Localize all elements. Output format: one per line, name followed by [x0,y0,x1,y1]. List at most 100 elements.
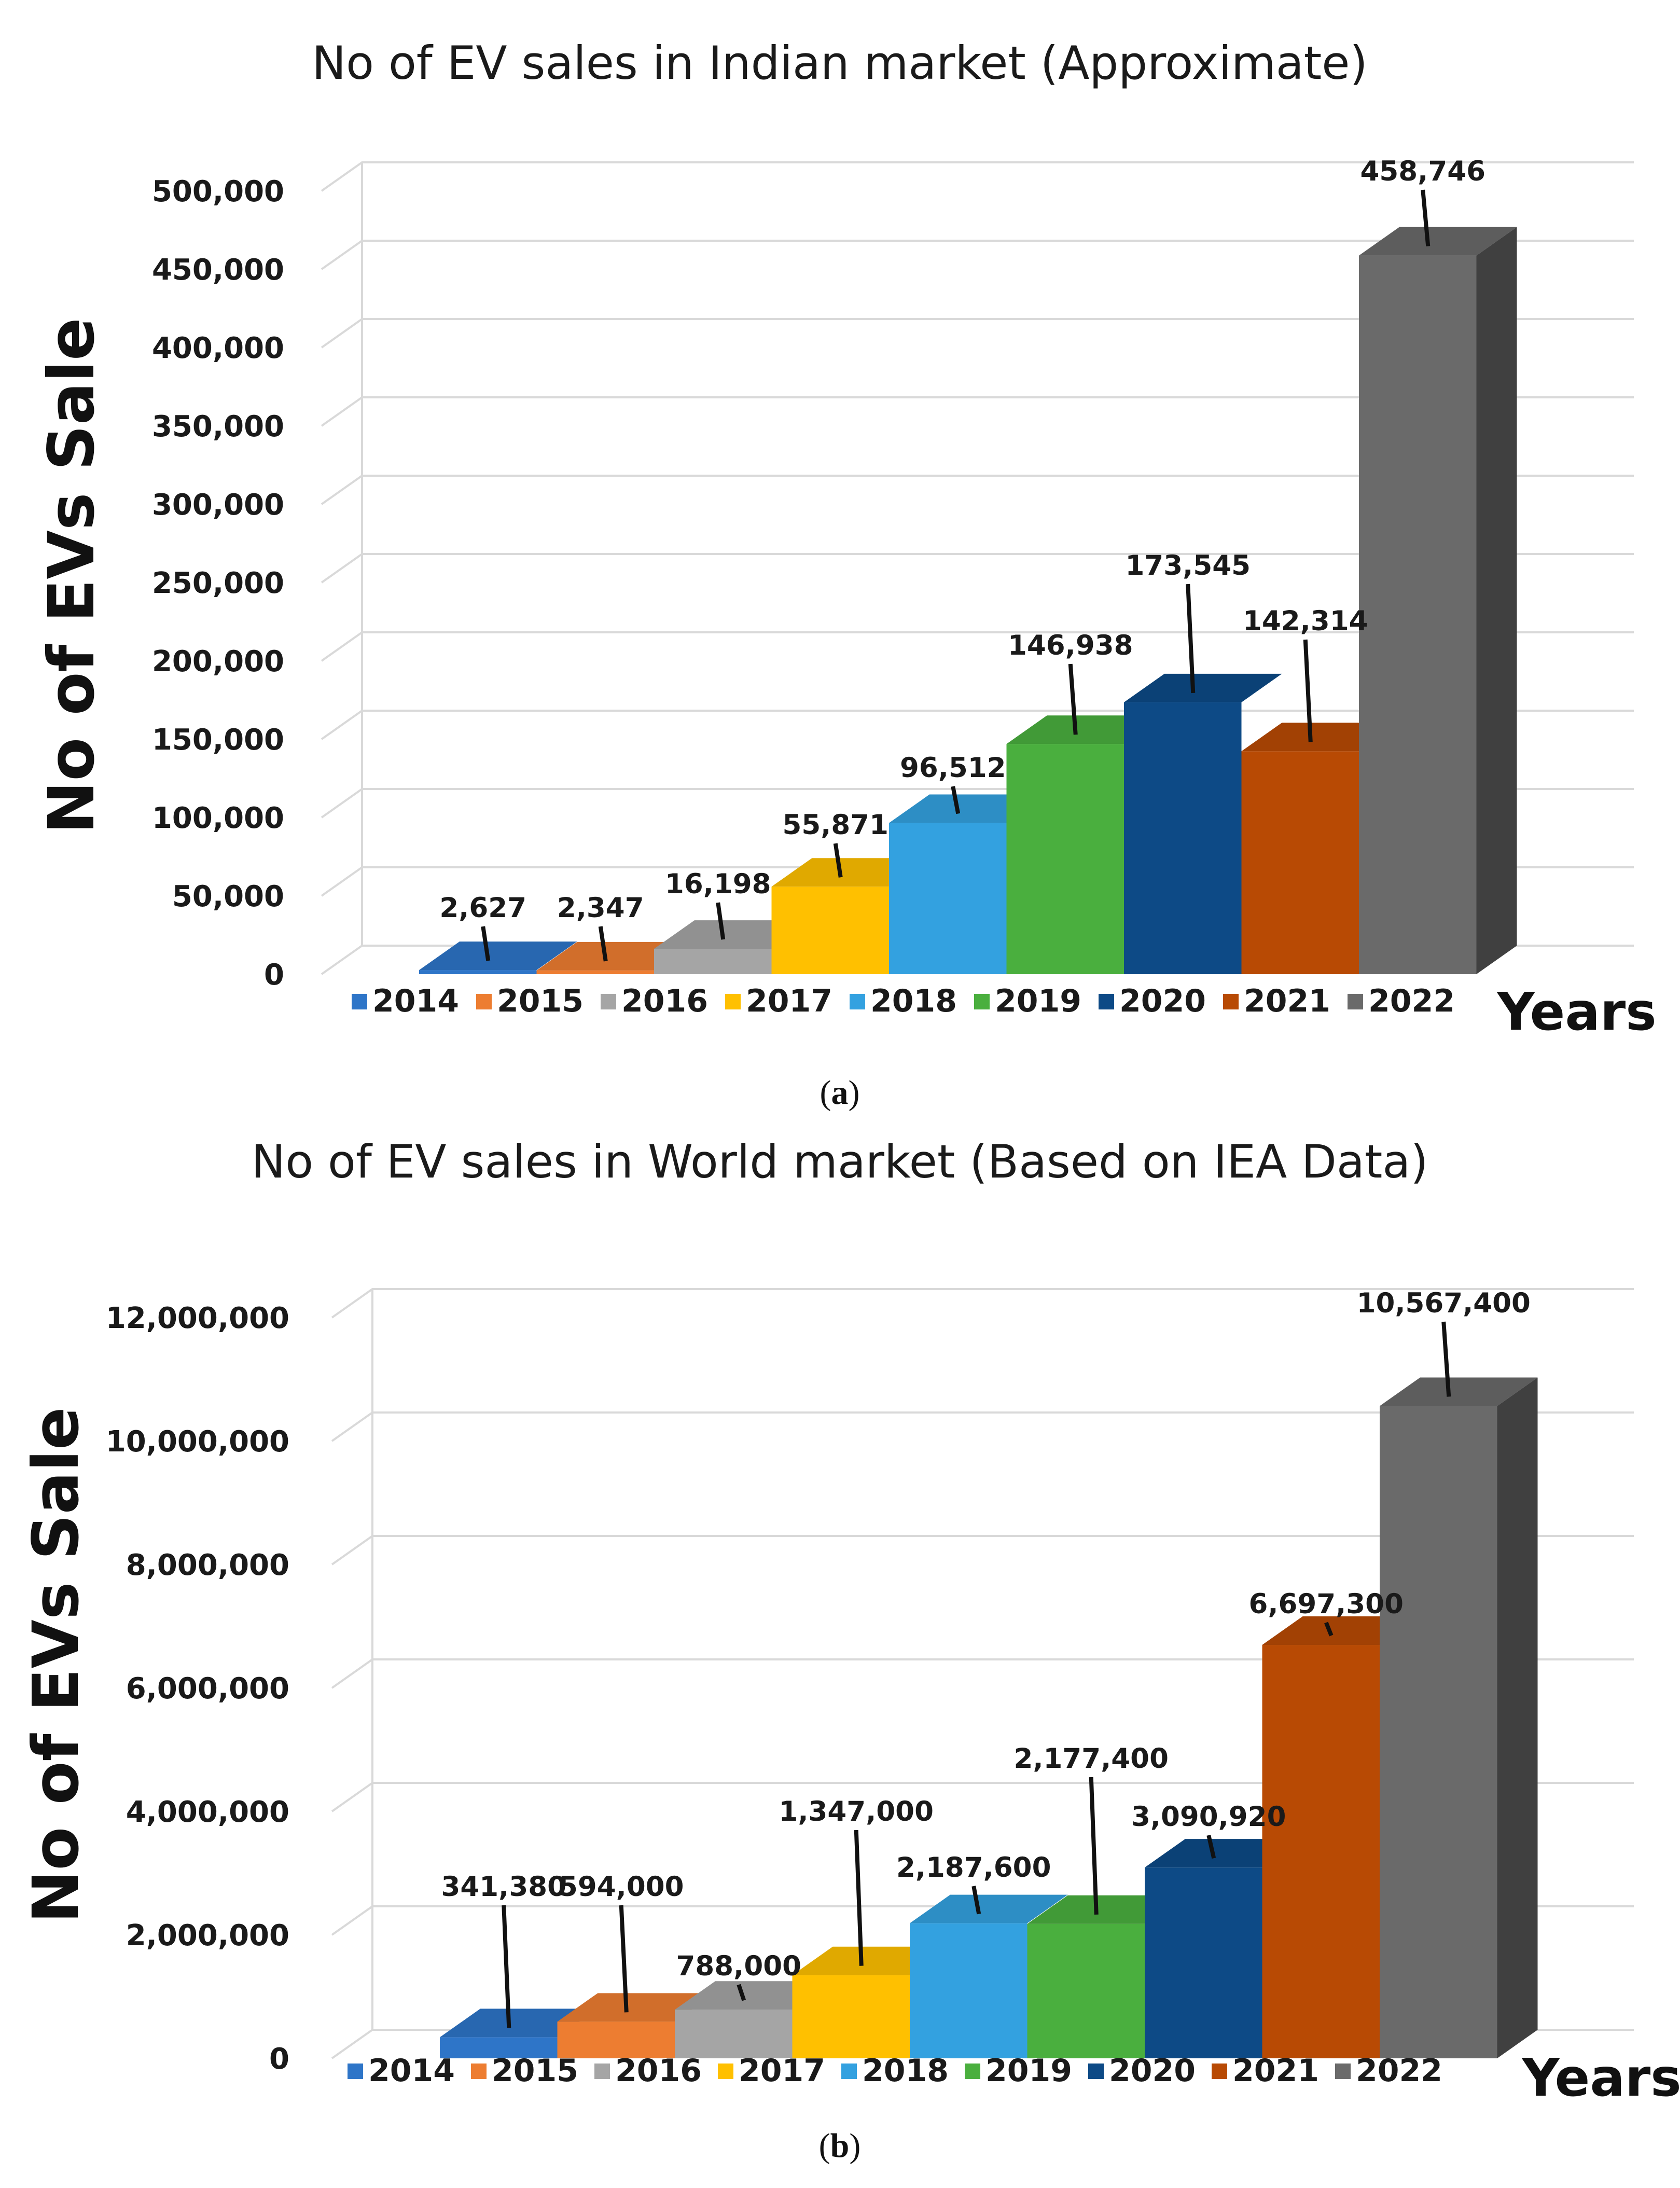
chart-a-x-axis-label: Years [1496,981,1656,1042]
legend-item-2021: 2021 [1223,983,1330,1019]
y-tick-label: 0 [264,958,284,992]
legend-label: 2019 [985,2053,1072,2089]
legend-item-2020: 2020 [1088,2053,1196,2089]
leader-line [1089,1777,1099,1915]
bar-front [419,970,537,974]
bar-front [557,2021,675,2058]
legend-swatch [1088,2064,1104,2079]
bar-top [1380,1377,1538,1406]
bar-front [792,1975,910,2058]
legend-swatch [718,2064,733,2079]
legend-item-2019: 2019 [965,2053,1072,2089]
legend-label: 2015 [497,983,584,1019]
bar-front [1124,702,1242,974]
caption-a: (a) [820,1074,860,1112]
leader-line [951,786,961,814]
legend-item-2022: 2022 [1348,983,1455,1019]
bar-2014 [419,941,577,974]
chart-a-y-ticks: 0 50,000 100,000 150,000 200,000 250,000 300,0… [152,175,284,992]
y-tick-label: 350,000 [152,410,284,444]
bar-front [889,823,1007,974]
data-label-2021: 6,697,300 [1249,1588,1404,1620]
legend-swatch [841,2064,857,2079]
y-tick-label: 500,000 [152,175,284,209]
data-label-2022: 10,567,400 [1357,1287,1531,1319]
legend-item-2019: 2019 [974,983,1081,1019]
legend-swatch [594,2064,610,2079]
chart-a-title: No of EV sales in Indian market (Approxi… [312,36,1367,90]
y-tick-label: 300,000 [152,488,284,522]
bar-front [1359,255,1477,975]
bar-2022 [1359,227,1517,975]
legend-swatch [601,994,616,1009]
bar-front [1262,1645,1380,2058]
legend-label: 2019 [995,983,1081,1019]
leader-line [1441,1321,1451,1397]
legend-swatch [1099,994,1114,1009]
legend-swatch [725,994,741,1009]
bar-front [771,887,889,974]
bar-top [419,941,577,971]
leader-line [619,1905,629,2013]
leader-line [1206,1835,1216,1859]
bar-front [1380,1406,1497,2058]
legend-label: 2017 [746,983,832,1019]
legend-label: 2016 [615,2053,702,2089]
leader-line [1068,663,1078,735]
y-tick-label: 10,000,000 [106,1425,289,1459]
y-tick-label: 250,000 [152,566,284,600]
legend-item-2018: 2018 [841,2053,949,2089]
bar-2015 [557,1993,715,2058]
leader-line [716,902,726,940]
data-label-2020: 3,090,920 [1131,1801,1286,1833]
leader-line [502,1905,511,2028]
bar-2021 [1241,723,1399,974]
data-label-2014: 341,380 [441,1871,566,1903]
chart-a-legend: 2014 2015 2016 2017 2018 2019 2020 2021 2022 [352,983,1455,1019]
leader-line [833,843,843,878]
leader-line [1324,1622,1334,1637]
legend-label: 2022 [1356,2053,1442,2089]
y-tick-label: 8,000,000 [126,1548,289,1582]
chart-a-gridlines [321,161,1634,975]
legend-item-2015: 2015 [471,2053,578,2089]
bar-front [1027,1923,1145,2058]
data-label-2017: 55,871 [782,809,888,841]
chart-b-y-axis-label: No of EVs Sale [19,1407,93,1923]
legend-label: 2015 [492,2053,578,2089]
chart-b-title: No of EV sales in World market (Based on… [251,1135,1428,1188]
y-tick-label: 2,000,000 [126,1919,289,1952]
data-label-2021: 142,314 [1243,605,1368,637]
leader-line [481,926,491,961]
leader-line [971,1886,981,1915]
bar-front [536,970,654,974]
data-label-2014: 2,627 [439,892,526,924]
legend-swatch [1348,994,1363,1009]
legend-label: 2014 [372,983,459,1019]
bar-side [1497,1377,1538,2058]
chart-b-y-ticks: 0 2,000,000 4,000,000 6,000,000 8,000,000 10,… [106,1301,289,2076]
legend-label: 2018 [870,983,957,1019]
legend-item-2016: 2016 [601,983,708,1019]
bar-2020 [1124,673,1282,974]
legend-swatch [1212,2064,1227,2079]
y-tick-label: 150,000 [152,723,284,757]
bar-2022 [1380,1377,1538,2058]
chart-a-data-labels: 2,627 2,347 16,198 55,871 96,512 146,938 173,5… [439,156,1485,962]
legend-swatch [1335,2064,1351,2079]
bar-front [675,2010,793,2058]
chart-a-bars [419,227,1517,975]
caption-b: (b) [819,2127,861,2165]
legend-item-2014: 2014 [352,983,459,1019]
data-label-2016: 16,198 [665,868,771,900]
leader-line [854,1830,864,1966]
legend-label: 2016 [621,983,708,1019]
bar-front [440,2037,558,2058]
legend-swatch [1223,994,1239,1009]
legend-swatch [476,994,492,1009]
legend-item-2016: 2016 [594,2053,702,2089]
legend-swatch [471,2064,487,2079]
bar-2018 [910,1894,1068,2058]
chart-a-y-axis-label: No of EVs Sale [35,317,108,834]
